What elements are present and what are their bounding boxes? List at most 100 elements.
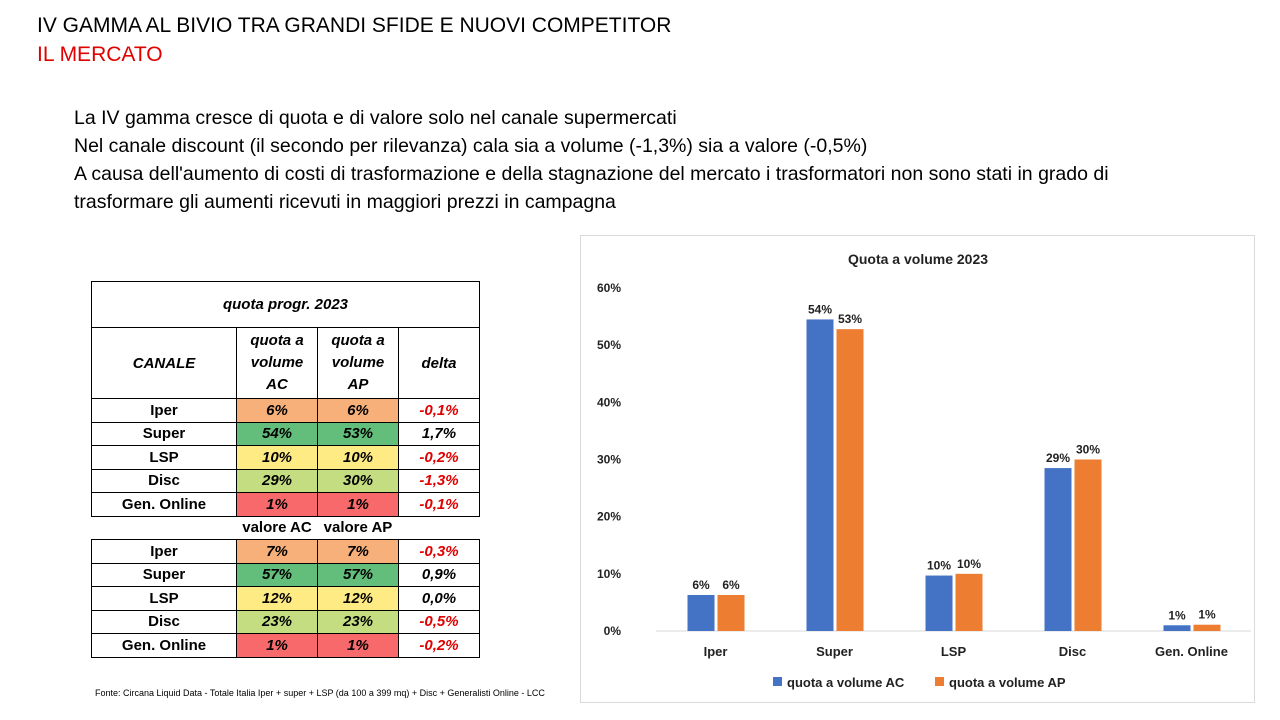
bullet-text: La IV gamma cresce di quota e di valore … [74, 104, 1109, 216]
bar-ac [1163, 625, 1191, 631]
ac-cell: 7% [236, 539, 318, 564]
table-row: Disc 23% 23% -0,5% [91, 609, 480, 634]
canale-cell: Gen. Online [91, 633, 237, 658]
legend-swatch [935, 677, 944, 686]
header-ac: quota a volume AC [236, 327, 318, 399]
legend-label: quota a volume AC [787, 675, 905, 690]
bullet-line: A causa dell'aumento di costi di trasfor… [74, 163, 1109, 185]
header-ap: quota a volume AP [317, 327, 399, 399]
delta-cell: -0,2% [398, 633, 480, 658]
bullet-line: trasformare gli aumenti ricevuti in magg… [74, 191, 616, 213]
delta-cell: -1,3% [398, 468, 480, 493]
data-label: 1% [1198, 608, 1216, 622]
ap-cell: 53% [317, 421, 399, 446]
ac-cell: 1% [236, 492, 318, 517]
bar-ac [925, 575, 953, 631]
data-label: 29% [1046, 451, 1070, 465]
table-row: LSP 12% 12% 0,0% [91, 586, 480, 611]
ac-cell: 6% [236, 398, 318, 423]
ap-cell: 10% [317, 445, 399, 470]
canale-cell: Super [91, 562, 237, 587]
spacer [91, 516, 237, 540]
x-tick-label: LSP [941, 644, 967, 659]
data-label: 30% [1076, 443, 1100, 457]
table-row: Super 57% 57% 0,9% [91, 562, 480, 587]
ac-cell: 29% [236, 468, 318, 493]
data-label: 6% [722, 578, 740, 592]
data-label: 10% [927, 559, 951, 573]
x-tick-label: Iper [704, 644, 728, 659]
canale-cell: LSP [91, 586, 237, 611]
delta-cell: 0,9% [398, 562, 480, 587]
table-title: quota progr. 2023 [91, 281, 480, 328]
canale-cell: Super [91, 421, 237, 446]
delta-cell: -0,2% [398, 445, 480, 470]
data-label: 6% [692, 578, 710, 592]
canale-cell: Iper [91, 539, 237, 564]
bar-ap [717, 594, 745, 631]
table-row: Gen. Online 1% 1% -0,1% [91, 492, 480, 517]
bar-ap [1074, 459, 1102, 631]
y-tick-label: 20% [597, 510, 621, 524]
ap-cell: 12% [317, 586, 399, 611]
ac-cell: 54% [236, 421, 318, 446]
canale-cell: Disc [91, 468, 237, 493]
bar-ac [1044, 468, 1072, 631]
source-note: Fonte: Circana Liquid Data - Totale Ital… [95, 688, 545, 698]
delta-cell: -0,5% [398, 609, 480, 634]
data-label: 54% [808, 302, 832, 316]
ap-cell: 30% [317, 468, 399, 493]
slide-title: IV GAMMA AL BIVIO TRA GRANDI SFIDE E NUO… [37, 14, 672, 37]
table-row: Super 54% 53% 1,7% [91, 421, 480, 446]
ap-cell: 7% [317, 539, 399, 564]
header-valore-ap: valore AP [317, 516, 399, 540]
ac-cell: 12% [236, 586, 318, 611]
header-valore-ac: valore AC [236, 516, 318, 540]
delta-cell: 1,7% [398, 421, 480, 446]
canale-cell: LSP [91, 445, 237, 470]
legend-swatch [773, 677, 782, 686]
y-tick-label: 60% [597, 281, 621, 295]
y-tick-label: 10% [597, 567, 621, 581]
ap-cell: 23% [317, 609, 399, 634]
delta-cell: 0,0% [398, 586, 480, 611]
ap-cell: 57% [317, 562, 399, 587]
ap-cell: 1% [317, 492, 399, 517]
x-tick-label: Gen. Online [1155, 644, 1228, 659]
legend-label: quota a volume AP [949, 675, 1066, 690]
y-tick-label: 40% [597, 395, 621, 409]
delta-cell: -0,1% [398, 492, 480, 517]
bar-ap [836, 329, 864, 631]
ac-cell: 23% [236, 609, 318, 634]
bar-ap [955, 573, 983, 631]
delta-cell: -0,3% [398, 539, 480, 564]
bullet-line: Nel canale discount (il secondo per rile… [74, 135, 868, 157]
table-row: Disc 29% 30% -1,3% [91, 468, 480, 493]
table-row: Iper 6% 6% -0,1% [91, 398, 480, 423]
chart-title: Quota a volume 2023 [848, 251, 988, 267]
ac-cell: 10% [236, 445, 318, 470]
bullet-line: La IV gamma cresce di quota e di valore … [74, 107, 677, 129]
y-tick-label: 30% [597, 453, 621, 467]
canale-cell: Iper [91, 398, 237, 423]
table-row: LSP 10% 10% -0,2% [91, 445, 480, 470]
x-tick-label: Super [816, 644, 853, 659]
data-label: 1% [1168, 608, 1186, 622]
bar-chart: Quota a volume 2023 0% 10% 20% 30% 40% 50% 60% I… [597, 251, 1251, 690]
chart: Quota a volume 2023 0% 10% 20% 30% 40% 50% 60% I… [580, 235, 1255, 703]
ap-cell: 1% [317, 633, 399, 658]
y-tick-label: 0% [604, 624, 622, 638]
ac-cell: 1% [236, 633, 318, 658]
canale-cell: Disc [91, 609, 237, 634]
bar-ac [687, 594, 715, 631]
share-table: quota progr. 2023 CANALE quota a volume … [91, 281, 480, 658]
header-delta: delta [398, 327, 480, 399]
slide-subtitle: IL MERCATO [37, 43, 163, 66]
x-tick-label: Disc [1059, 644, 1086, 659]
ac-cell: 57% [236, 562, 318, 587]
ap-cell: 6% [317, 398, 399, 423]
table-row: Gen. Online 1% 1% -0,2% [91, 633, 480, 658]
delta-cell: -0,1% [398, 398, 480, 423]
data-label: 53% [838, 312, 862, 326]
bar-ap [1193, 624, 1221, 631]
